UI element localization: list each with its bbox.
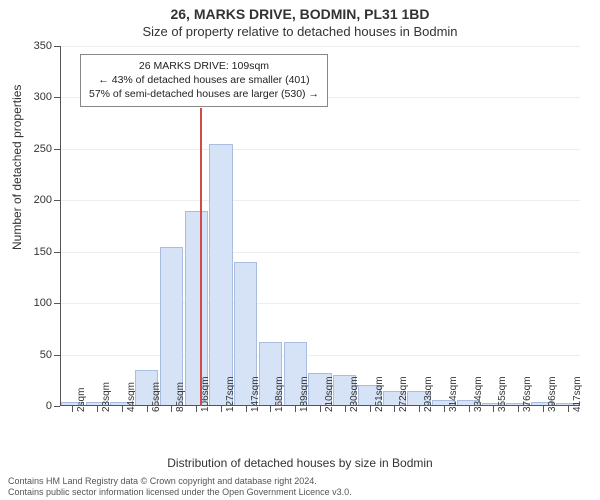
gridline — [60, 149, 580, 150]
x-tick-label: 314sqm — [448, 376, 459, 412]
y-tick-label: 50 — [40, 349, 52, 361]
footer-line2: Contains public sector information licen… — [8, 487, 352, 498]
x-tick-label: 23sqm — [101, 382, 112, 412]
annotation-line1: 26 MARKS DRIVE: 109sqm — [89, 59, 319, 73]
x-tick — [518, 406, 519, 412]
histogram-plot: 0501001502002503003502sqm23sqm44sqm65sqm… — [60, 46, 580, 406]
x-tick — [394, 406, 395, 412]
x-tick — [370, 406, 371, 412]
gridline — [60, 252, 580, 253]
x-tick-label: 2sqm — [76, 388, 87, 412]
chart-subtitle: Size of property relative to detached ho… — [0, 24, 600, 39]
x-tick — [543, 406, 544, 412]
x-tick — [196, 406, 197, 412]
x-tick — [345, 406, 346, 412]
y-tick-label: 0 — [46, 400, 52, 412]
y-tick-label: 250 — [34, 143, 52, 155]
x-tick-label: 376sqm — [522, 376, 533, 412]
x-tick — [469, 406, 470, 412]
x-tick — [270, 406, 271, 412]
x-tick — [171, 406, 172, 412]
y-tick-label: 150 — [34, 246, 52, 258]
annotation-line3: 57% of semi-detached houses are larger (… — [89, 87, 319, 101]
x-tick — [419, 406, 420, 412]
x-tick — [444, 406, 445, 412]
gridline — [60, 46, 580, 47]
histogram-bar — [209, 144, 232, 406]
footer-line1: Contains HM Land Registry data © Crown c… — [8, 476, 352, 487]
x-tick-label: 417sqm — [572, 376, 583, 412]
y-tick-label: 300 — [34, 91, 52, 103]
x-axis-label: Distribution of detached houses by size … — [0, 456, 600, 470]
annotation-marker-line — [200, 108, 202, 406]
x-tick — [295, 406, 296, 412]
y-tick-label: 350 — [34, 40, 52, 52]
x-tick-label: 334sqm — [473, 376, 484, 412]
y-tick-label: 100 — [34, 297, 52, 309]
x-tick — [147, 406, 148, 412]
gridline — [60, 303, 580, 304]
x-tick — [221, 406, 222, 412]
x-axis — [60, 405, 580, 406]
gridline — [60, 355, 580, 356]
x-tick — [97, 406, 98, 412]
x-tick — [72, 406, 73, 412]
y-tick — [54, 406, 60, 407]
x-tick — [568, 406, 569, 412]
gridline — [60, 200, 580, 201]
y-axis — [60, 46, 61, 406]
y-axis-label: Number of detached properties — [10, 85, 24, 250]
page-title: 26, MARKS DRIVE, BODMIN, PL31 1BD — [0, 6, 600, 22]
x-tick — [320, 406, 321, 412]
x-tick-label: 396sqm — [547, 376, 558, 412]
x-tick — [246, 406, 247, 412]
x-tick-label: 293sqm — [423, 376, 434, 412]
annotation-line2: ← 43% of detached houses are smaller (40… — [89, 73, 319, 87]
x-tick — [122, 406, 123, 412]
footer-attribution: Contains HM Land Registry data © Crown c… — [8, 476, 352, 499]
annotation-box: 26 MARKS DRIVE: 109sqm← 43% of detached … — [80, 54, 328, 107]
x-tick — [493, 406, 494, 412]
y-tick-label: 200 — [34, 194, 52, 206]
x-tick-label: 355sqm — [497, 376, 508, 412]
